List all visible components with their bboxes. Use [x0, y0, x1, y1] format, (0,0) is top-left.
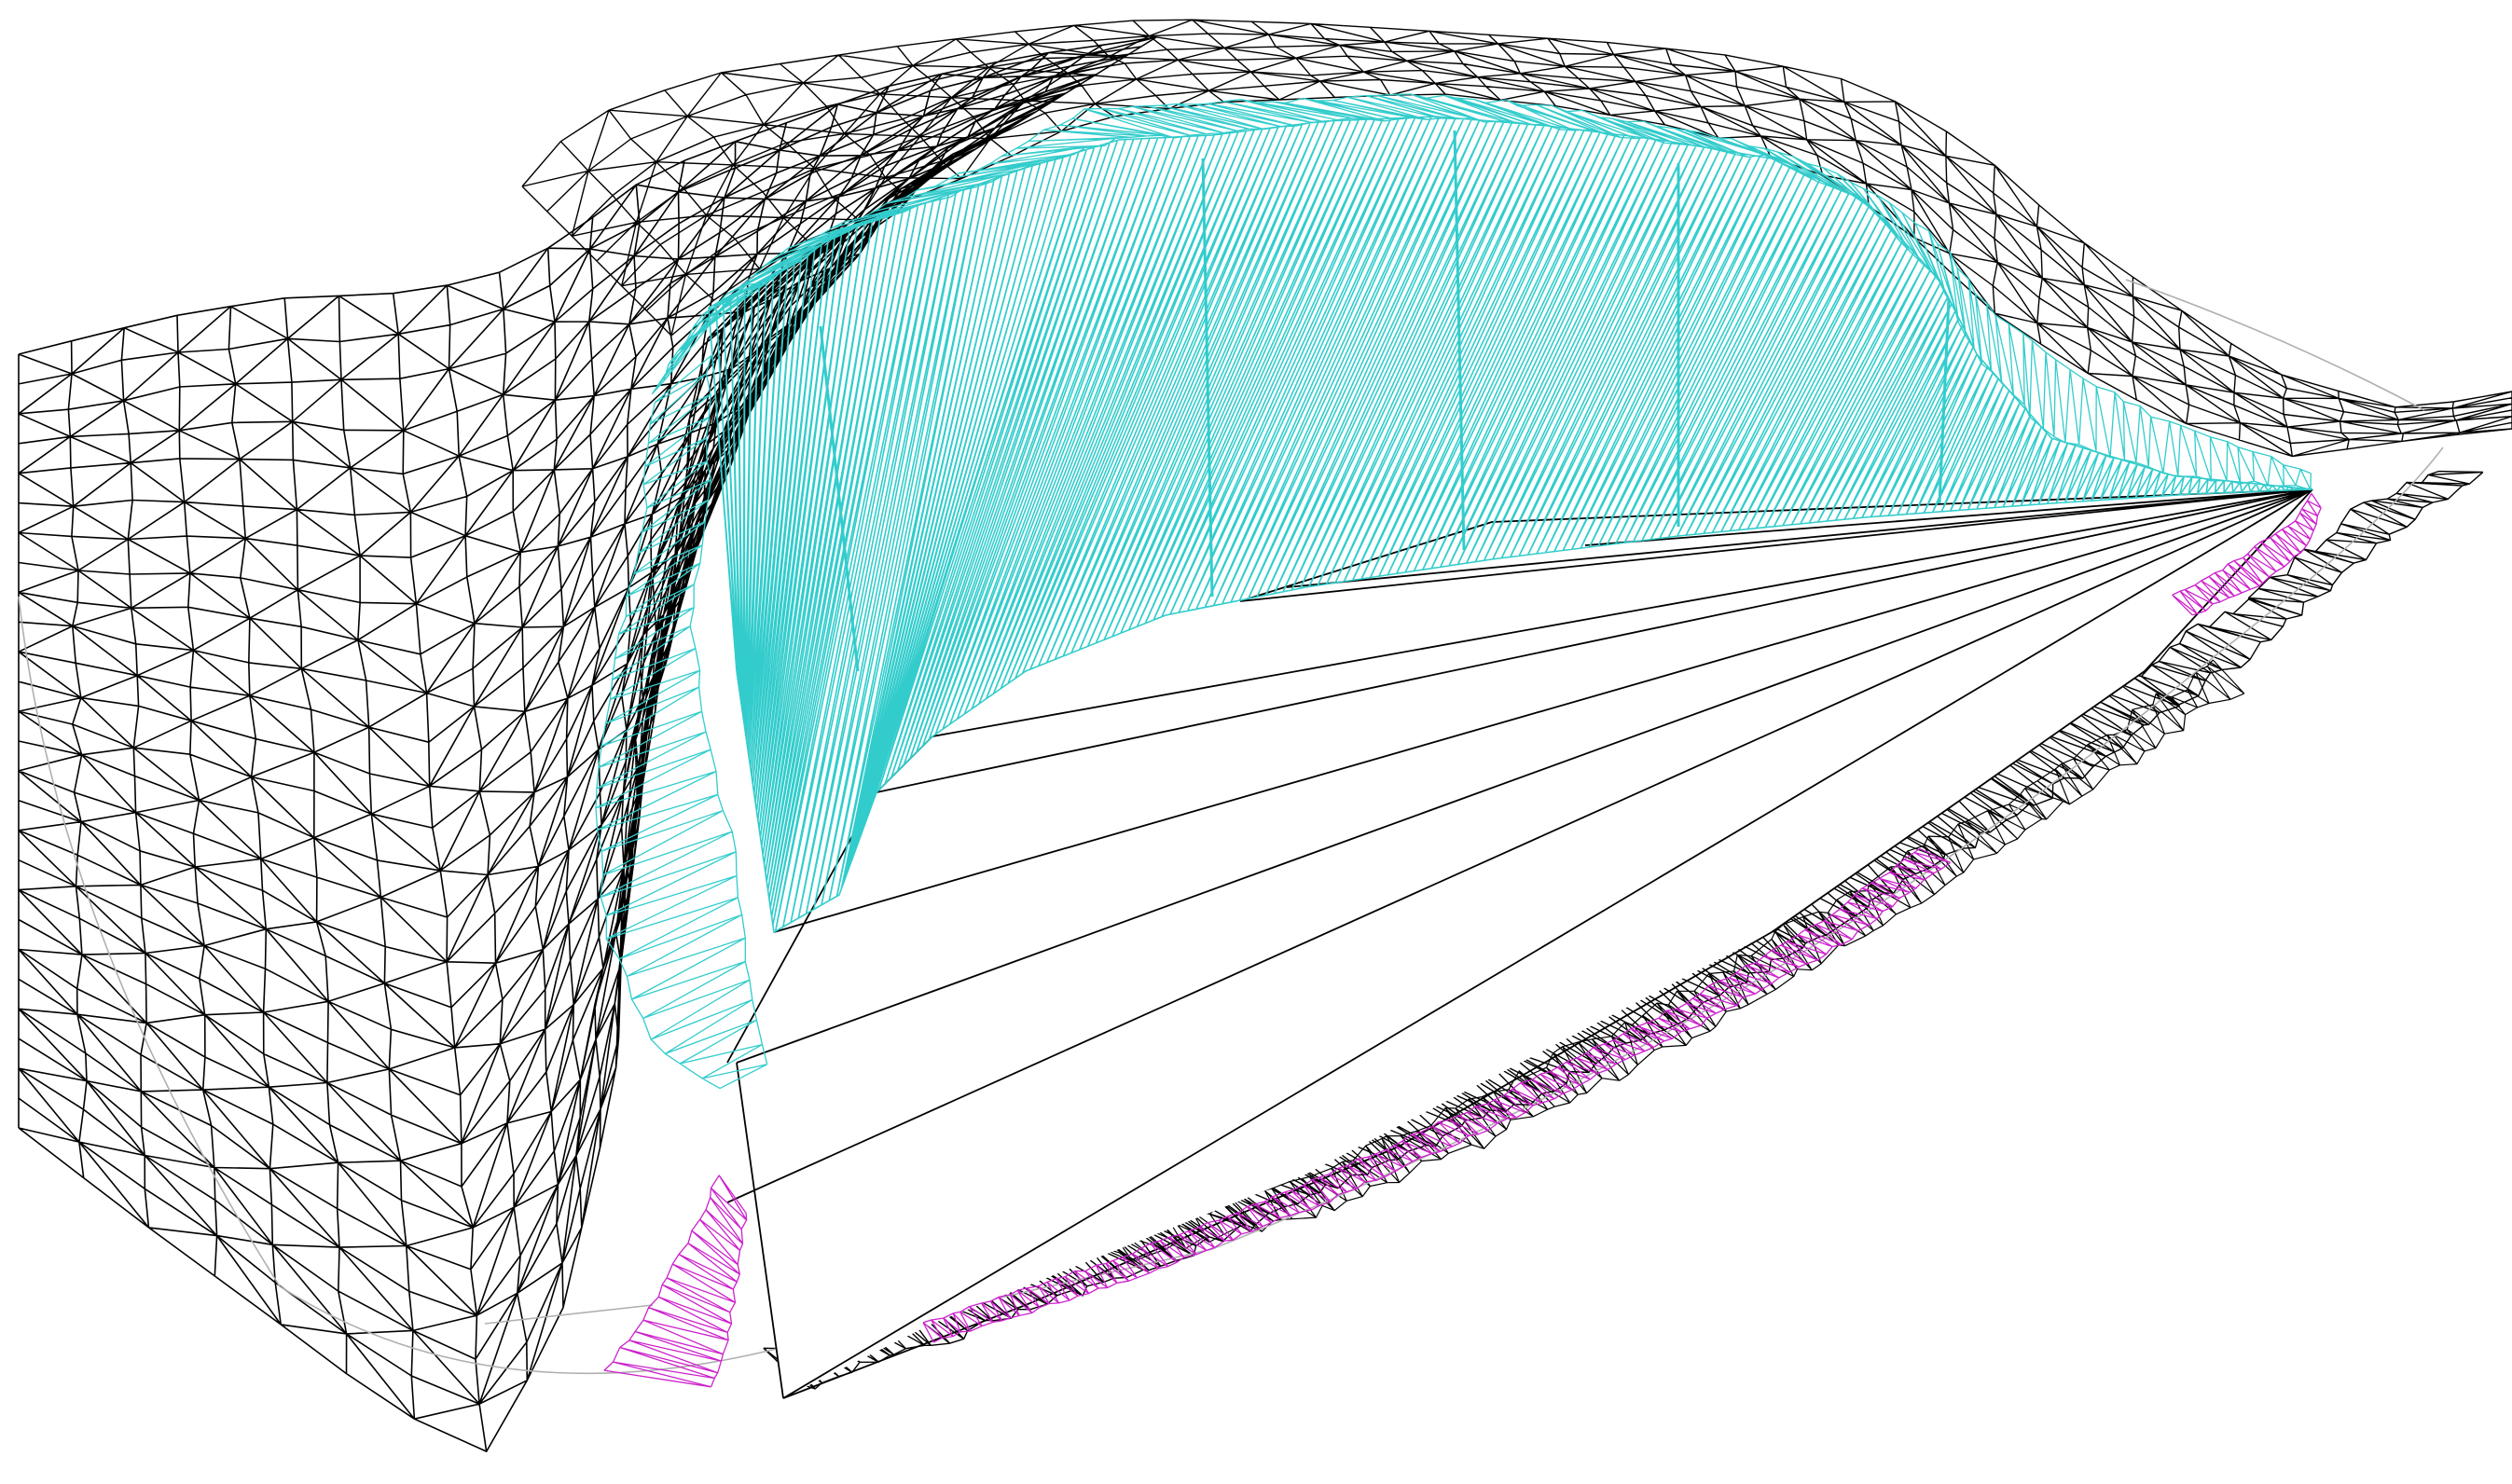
excavation-left-wall-strip [595, 354, 768, 1090]
excavation-rim-strip [651, 93, 2312, 491]
boundary-line [18, 279, 2444, 1375]
pit-floor-surface [737, 489, 2312, 1398]
fill-slope-strip-left [603, 1175, 748, 1388]
upper-rim-terrain-mesh [521, 19, 2512, 458]
excavation-face-hatching [708, 116, 2313, 933]
fill-slope-mesh [603, 493, 2322, 1388]
site-boundary-outline [18, 279, 2444, 1375]
pit-floor-triangulation [726, 488, 2313, 1399]
left-terrain-mesh [18, 36, 1157, 1452]
excavation-face-mesh [595, 93, 2313, 1090]
fill-slope-strip-lower [922, 847, 1951, 1343]
excavation-face-breaklines [819, 130, 1951, 672]
fill-slope-strip-upper [2172, 493, 2322, 616]
